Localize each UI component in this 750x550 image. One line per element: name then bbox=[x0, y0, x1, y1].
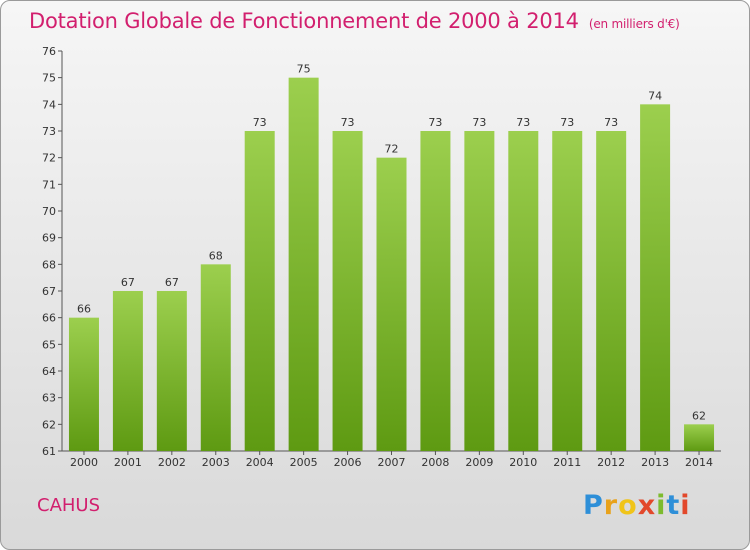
x-tick-label: 2004 bbox=[246, 456, 274, 469]
logo-letter: i bbox=[656, 490, 667, 521]
y-tick-label: 66 bbox=[42, 312, 56, 325]
x-tick-label: 2005 bbox=[290, 456, 318, 469]
logo-letter: P bbox=[583, 490, 604, 521]
y-tick-label: 69 bbox=[42, 232, 56, 245]
y-tick-label: 74 bbox=[42, 98, 56, 111]
x-tick-label: 2003 bbox=[202, 456, 230, 469]
logo-letter: x bbox=[637, 490, 657, 521]
logo-letter: i bbox=[680, 490, 691, 521]
x-tick-label: 2000 bbox=[70, 456, 98, 469]
data-label: 73 bbox=[341, 116, 355, 129]
data-label: 75 bbox=[297, 63, 311, 76]
data-label: 73 bbox=[516, 116, 530, 129]
y-tick-label: 64 bbox=[42, 365, 56, 378]
y-tick-label: 73 bbox=[42, 125, 56, 138]
bar-2008 bbox=[420, 131, 451, 451]
data-label: 73 bbox=[253, 116, 267, 129]
data-label: 66 bbox=[77, 303, 91, 316]
logo-letter: r bbox=[603, 490, 619, 521]
bar-2002 bbox=[156, 291, 187, 451]
bar-2001 bbox=[112, 291, 143, 451]
bar-2000 bbox=[68, 317, 99, 451]
y-tick-label: 71 bbox=[42, 178, 56, 191]
bar-2014 bbox=[684, 424, 715, 451]
data-label: 73 bbox=[560, 116, 574, 129]
logo-letter: o bbox=[618, 490, 638, 521]
y-tick-label: 76 bbox=[42, 45, 56, 58]
y-tick-label: 62 bbox=[42, 418, 56, 431]
bar-2006 bbox=[332, 131, 363, 451]
chart-title: Dotation Globale de Fonctionnement de 20… bbox=[29, 9, 680, 33]
x-tick-label: 2006 bbox=[334, 456, 362, 469]
y-tick-label: 61 bbox=[42, 445, 56, 458]
data-label: 67 bbox=[121, 276, 135, 289]
chart-bars bbox=[68, 77, 715, 452]
bar-2013 bbox=[640, 104, 671, 451]
data-label: 72 bbox=[385, 143, 399, 156]
y-tick-label: 65 bbox=[42, 338, 56, 351]
bar-2012 bbox=[596, 131, 627, 451]
data-label: 62 bbox=[692, 409, 706, 422]
commune-name: CAHUS bbox=[37, 495, 101, 516]
bar-2009 bbox=[464, 131, 495, 451]
bar-2011 bbox=[552, 131, 583, 451]
chart-unit-note: (en milliers d'€) bbox=[588, 17, 680, 31]
data-label: 73 bbox=[472, 116, 486, 129]
y-tick-label: 67 bbox=[42, 285, 56, 298]
data-label: 74 bbox=[648, 89, 662, 102]
data-label: 73 bbox=[604, 116, 618, 129]
data-label: 73 bbox=[428, 116, 442, 129]
y-tick-label: 70 bbox=[42, 205, 56, 218]
bar-2010 bbox=[508, 131, 539, 451]
x-tick-label: 2011 bbox=[553, 456, 581, 469]
proxiti-logo: Proxiti bbox=[583, 490, 691, 521]
x-tick-label: 2008 bbox=[421, 456, 449, 469]
y-tick-label: 75 bbox=[42, 72, 56, 85]
chart-data-labels: 66 67 67 68 73 75 73 72 73 73 73 73 73 74 62 bbox=[77, 63, 706, 423]
data-label: 68 bbox=[209, 249, 223, 262]
x-tick-label: 2007 bbox=[378, 456, 406, 469]
bar-2005 bbox=[288, 77, 319, 452]
chart-title-text: Dotation Globale de Fonctionnement de 20… bbox=[29, 9, 579, 33]
logo-letter: t bbox=[666, 490, 681, 521]
y-tick-label: 72 bbox=[42, 152, 56, 165]
y-tick-label: 63 bbox=[42, 392, 56, 405]
y-tick-label: 68 bbox=[42, 258, 56, 271]
x-tick-label: 2014 bbox=[685, 456, 713, 469]
bar-2007 bbox=[376, 157, 407, 451]
x-tick-label: 2001 bbox=[114, 456, 142, 469]
data-label: 67 bbox=[165, 276, 179, 289]
bar-2004 bbox=[244, 131, 275, 451]
x-tick-label: 2010 bbox=[509, 456, 537, 469]
x-tick-label: 2012 bbox=[597, 456, 625, 469]
x-tick-label: 2002 bbox=[158, 456, 186, 469]
bar-2003 bbox=[200, 264, 231, 451]
x-tick-label: 2013 bbox=[641, 456, 669, 469]
x-tick-label: 2009 bbox=[465, 456, 493, 469]
chart-axes: 61 62 63 64 65 66 67 68 69 70 71 72 73 74 75 76 2000 2001… bbox=[42, 45, 721, 469]
